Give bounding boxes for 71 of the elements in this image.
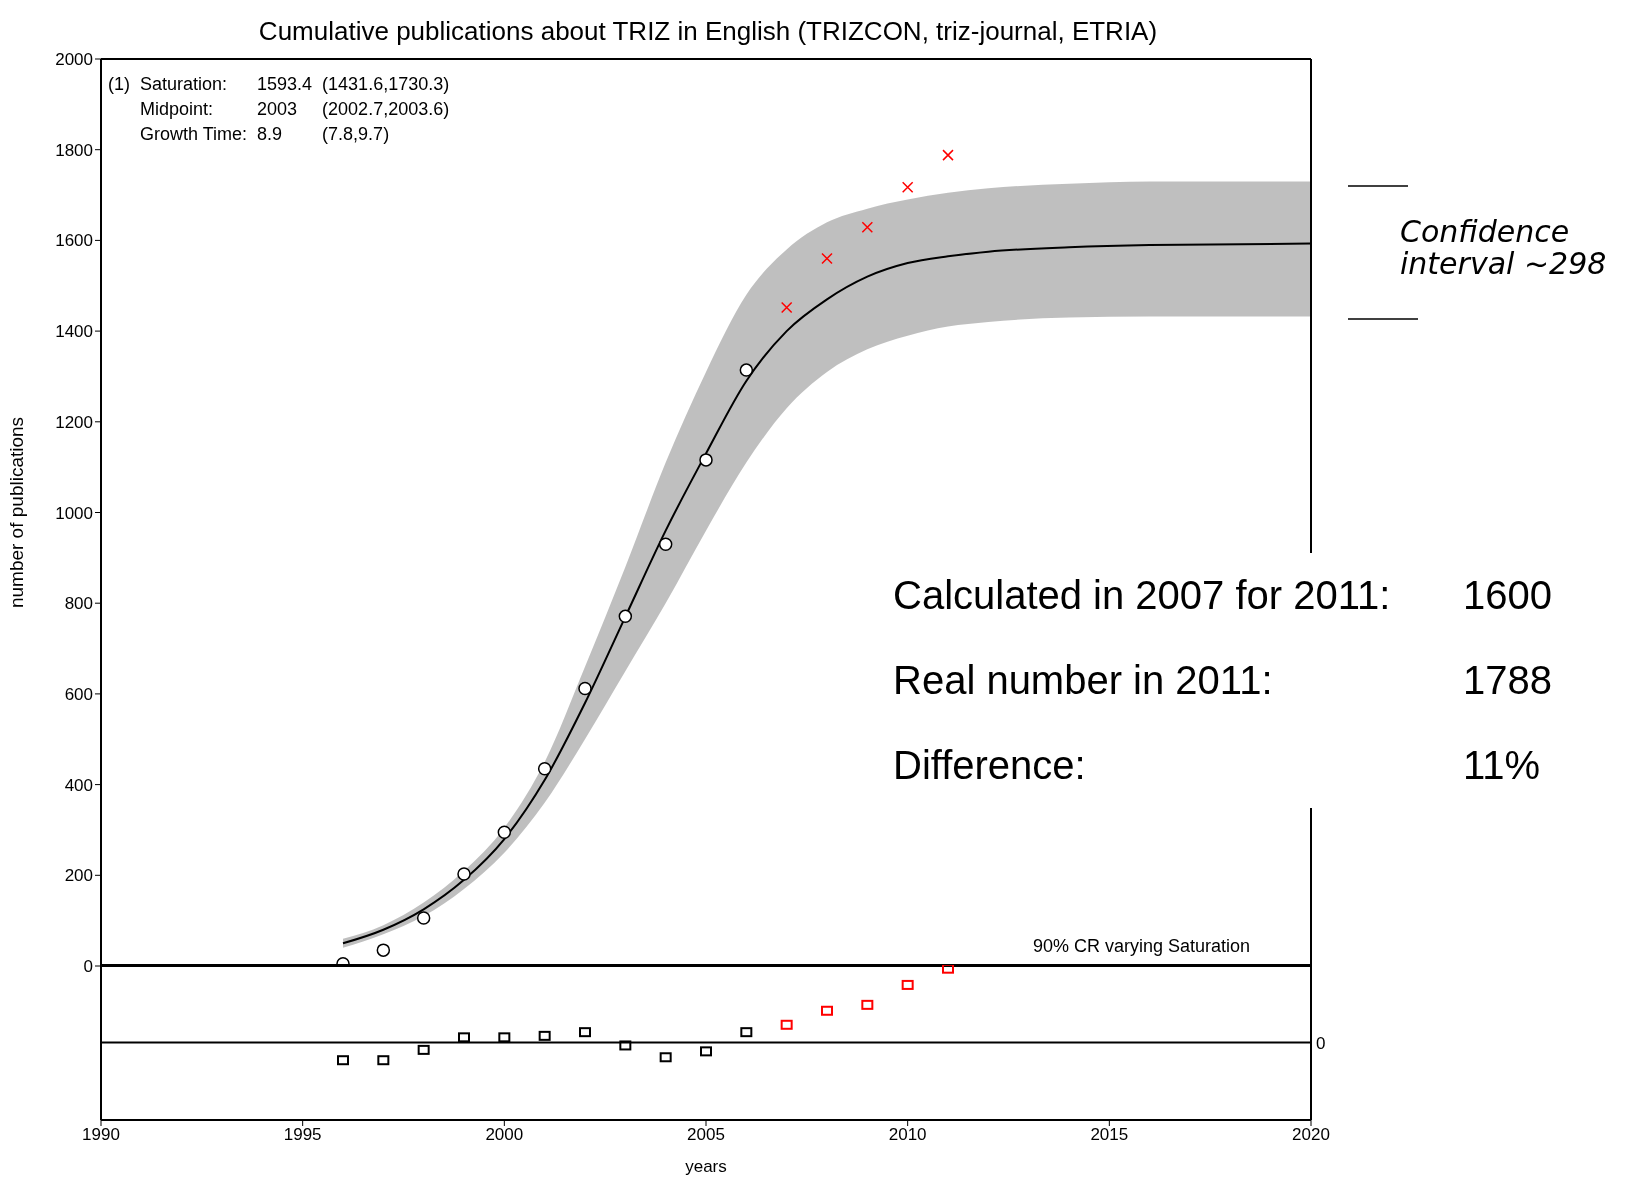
point (619, 1040, 632, 1051)
x-axis-title: years (685, 1157, 727, 1176)
y-tick-label: 200 (64, 866, 93, 886)
annotation: 8.9 (257, 124, 284, 145)
point (901, 181, 914, 194)
x-tick-label: 1995 (283, 1125, 322, 1145)
point (417, 1044, 430, 1055)
annotation: (2002.7,2003.6) (322, 99, 450, 120)
point (377, 1055, 390, 1066)
point (416, 911, 431, 925)
point (780, 1019, 793, 1030)
point (740, 1027, 753, 1038)
point (538, 1030, 551, 1041)
point (901, 979, 914, 990)
text: 1600 (1463, 573, 1552, 618)
point (659, 1052, 672, 1063)
y-tick-label: 2000 (55, 50, 93, 70)
point (458, 1032, 470, 1043)
y-axis-title: number of publications (5, 416, 27, 609)
text: 1788 (1463, 658, 1552, 703)
y-tick-label: 600 (64, 684, 93, 704)
point (821, 252, 833, 265)
y-tick-label: 1200 (55, 412, 93, 432)
x-tick-label: 2005 (687, 1125, 725, 1145)
annotation: Real number in 2011: (893, 658, 1274, 703)
annotation: Calculated in 2007 for 2011: (893, 573, 1392, 618)
x-tick-label: 2010 (888, 1125, 927, 1145)
point (579, 1027, 591, 1038)
annotation: Midpoint: (140, 99, 215, 120)
x-tick-label: 2015 (1090, 1125, 1129, 1145)
chart-title: Cumulative publications about TRIZ in English (TRIZCON, triz-journal, ETRIA) (257, 16, 1159, 47)
y-tick-label: 400 (64, 775, 93, 795)
point (337, 1055, 349, 1066)
point (942, 149, 954, 161)
annotation: Difference: (893, 743, 1087, 788)
point (618, 609, 633, 624)
point (821, 1005, 833, 1016)
ref-line-label: 0 (1316, 1033, 1326, 1053)
annotation: (7.8,9.7) (322, 124, 391, 145)
y-tick-label: 1600 (55, 231, 93, 251)
annotation: 2003 (257, 99, 299, 120)
x-tick-label: 1990 (82, 1125, 120, 1145)
x-tick-label: 2000 (485, 1125, 524, 1145)
annotation: 90% CR varying Saturation (1033, 936, 1251, 957)
point (861, 999, 874, 1010)
point (780, 301, 793, 314)
text: 11% (1463, 743, 1542, 788)
y-tick-label: 1400 (55, 322, 93, 342)
annotation: Growth Time: (140, 124, 248, 145)
annotation: 1593.4 (257, 74, 313, 95)
point (376, 943, 391, 957)
y-tick-label: 1800 (55, 140, 93, 160)
point (658, 537, 673, 551)
y-tick-label: 800 (64, 594, 93, 614)
point (942, 965, 954, 974)
point (739, 363, 754, 377)
annotation: (1431.6,1730.3) (322, 74, 450, 95)
point (700, 1046, 712, 1057)
annotation: (1) (108, 74, 130, 95)
point (537, 761, 552, 776)
point (578, 681, 592, 696)
x-tick-label: 2020 (1292, 1125, 1330, 1145)
point (861, 221, 874, 233)
y-tick-label: 0 (83, 957, 93, 977)
y-tick-label: 1000 (55, 503, 93, 523)
annotation: Saturation: (140, 74, 229, 95)
point (457, 867, 471, 881)
point (497, 825, 512, 839)
point (498, 1032, 511, 1043)
text: Confidence interval ~298 (1400, 214, 1608, 281)
point (699, 453, 713, 467)
